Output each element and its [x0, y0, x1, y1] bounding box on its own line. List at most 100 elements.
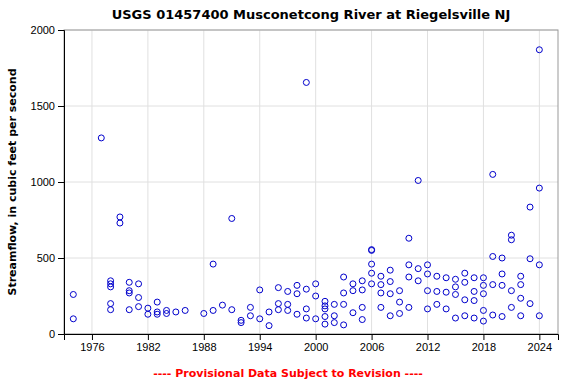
point — [471, 298, 477, 304]
point — [285, 301, 291, 307]
point — [508, 288, 514, 294]
y-tick-label: 2000 — [31, 24, 55, 36]
y-tick-label: 500 — [37, 252, 55, 264]
point — [443, 289, 449, 295]
point — [452, 276, 458, 282]
point — [536, 313, 542, 319]
point — [397, 288, 403, 294]
point — [126, 307, 132, 313]
point — [471, 288, 477, 294]
point — [247, 313, 253, 319]
x-tick-label: 2018 — [472, 341, 496, 353]
point — [536, 47, 542, 53]
point — [154, 299, 160, 305]
point — [285, 288, 291, 294]
point — [369, 261, 375, 267]
point — [406, 304, 412, 310]
point — [229, 307, 235, 313]
point — [126, 290, 132, 296]
point — [536, 185, 542, 191]
point — [313, 316, 319, 322]
point — [518, 295, 524, 301]
point — [490, 253, 496, 259]
point — [341, 274, 347, 280]
y-axis: 0500100015002000 — [31, 24, 65, 340]
point — [350, 281, 356, 287]
y-grid-line — [64, 182, 558, 183]
point — [387, 291, 393, 297]
x-tick: 2024 — [528, 334, 552, 353]
point — [136, 295, 142, 301]
point — [359, 287, 365, 293]
point — [70, 291, 76, 297]
point — [238, 320, 244, 326]
point — [508, 237, 514, 243]
point — [294, 311, 300, 317]
point — [303, 315, 309, 321]
point — [331, 320, 337, 326]
y-grid-line — [64, 106, 558, 107]
x-tick-label: 1988 — [192, 341, 216, 353]
point — [406, 235, 412, 241]
point — [415, 278, 421, 284]
point — [434, 288, 440, 294]
point — [499, 314, 505, 320]
point — [322, 321, 328, 327]
point — [303, 79, 309, 85]
x-tick-label: 2012 — [416, 341, 440, 353]
point — [490, 312, 496, 318]
point — [480, 282, 486, 288]
y-tick-mark — [58, 182, 64, 183]
point — [201, 310, 207, 316]
point — [145, 305, 151, 311]
x-tick-mark — [316, 334, 317, 340]
point — [257, 316, 263, 322]
x-tick-label: 2024 — [528, 341, 552, 353]
point — [536, 262, 542, 268]
point — [275, 307, 281, 313]
point — [434, 301, 440, 307]
point — [480, 307, 486, 313]
x-tick-label: 1994 — [248, 341, 272, 353]
point — [182, 307, 188, 313]
point — [341, 301, 347, 307]
x-tick-label: 1982 — [136, 341, 160, 353]
point — [443, 275, 449, 281]
x-tick: 2018 — [472, 334, 496, 353]
x-tick-label: 2006 — [360, 341, 384, 353]
x-axis: 1976 1982 1988 1994 2000 2006 2012 2018 2024 — [65, 334, 559, 353]
footer: ---- Provisional Data Subject to Revisio… — [153, 367, 423, 380]
grid — [64, 30, 558, 334]
point — [210, 261, 216, 267]
point — [136, 304, 142, 310]
point — [359, 278, 365, 284]
y-axis-title: Streamflow, in cubic feet per second — [6, 68, 19, 295]
point — [285, 307, 291, 313]
x-tick-mark — [148, 334, 149, 340]
y-axis-line — [58, 31, 65, 335]
point — [378, 282, 384, 288]
point — [136, 281, 142, 287]
y-tick-label: 1000 — [31, 176, 55, 188]
point — [164, 310, 170, 316]
y-tick-mark — [58, 30, 64, 31]
point — [247, 304, 253, 310]
point — [415, 266, 421, 272]
point — [527, 256, 533, 262]
point — [452, 315, 458, 321]
point — [313, 293, 319, 299]
point — [378, 273, 384, 279]
y-tick-mark — [58, 106, 64, 107]
x-tick-mark — [92, 334, 93, 340]
point — [527, 204, 533, 210]
point — [452, 291, 458, 297]
x-tick-label: 2000 — [304, 341, 328, 353]
point — [378, 304, 384, 310]
point — [397, 299, 403, 305]
point — [257, 287, 263, 293]
point — [406, 274, 412, 280]
x-tick-label: 1976 — [80, 341, 104, 353]
point — [294, 291, 300, 297]
point — [108, 307, 114, 313]
point — [462, 270, 468, 276]
